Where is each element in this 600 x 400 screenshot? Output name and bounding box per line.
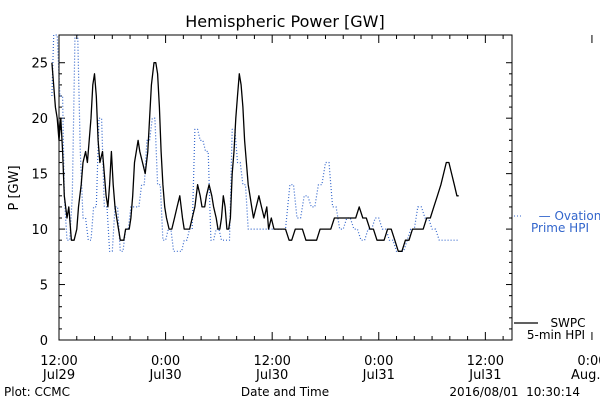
x-tick-label-date: Jul30 <box>148 368 181 383</box>
x-axis-label: Date and Time <box>241 385 329 399</box>
footer-timestamp: 2016/08/01 10:30:14 <box>449 385 580 399</box>
y-axis-label: P [GW] <box>7 165 22 210</box>
legend-ovation-line2: Prime HPI <box>531 221 589 235</box>
y-tick-label: 10 <box>31 223 48 238</box>
series-swpc-line <box>51 62 459 252</box>
x-tick-label-time: 12:00 <box>253 354 290 369</box>
x-tick-label-time: 12:00 <box>40 354 77 369</box>
series-ovation-prime-line <box>51 34 459 252</box>
x-tick-label-time: 0:00 <box>364 354 393 369</box>
x-tick-label-date: Jul29 <box>42 368 75 383</box>
y-tick-label: 5 <box>40 279 48 294</box>
y-tick-label: 25 <box>31 57 48 72</box>
legend-swpc-line2: 5-min HPI <box>527 328 585 342</box>
chart-title: Hemispheric Power [GW] <box>185 12 384 31</box>
x-tick-label-time: 0:00 <box>577 354 600 369</box>
series-layer <box>51 34 459 252</box>
x-tick-label-time: 0:00 <box>151 354 180 369</box>
y-tick-label: 15 <box>31 168 48 183</box>
footer-source: Plot: CCMC <box>4 385 70 399</box>
x-tick-label-date: Jul31 <box>468 368 501 383</box>
legend-swpc-line1: SWPC <box>550 316 585 330</box>
y-tick-label: 0 <box>40 334 48 349</box>
legend-ovation-line1: — Ovation <box>539 209 600 223</box>
x-tick-label-date: Jul31 <box>362 368 395 383</box>
plot-frame <box>58 34 513 341</box>
y-tick-label: 20 <box>31 112 48 127</box>
y-axis: 0 5 10 15 20 25 <box>31 57 512 349</box>
x-tick-label-time: 12:00 <box>467 354 504 369</box>
x-tick-label-date: Jul30 <box>255 368 288 383</box>
x-axis: 12:00Jul290:00Jul3012:00Jul300:00Jul3112… <box>40 35 600 383</box>
x-tick-label-date: Aug. 1 <box>571 368 600 383</box>
